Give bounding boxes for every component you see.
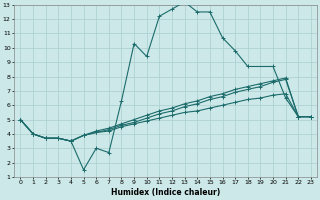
X-axis label: Humidex (Indice chaleur): Humidex (Indice chaleur)	[111, 188, 220, 197]
